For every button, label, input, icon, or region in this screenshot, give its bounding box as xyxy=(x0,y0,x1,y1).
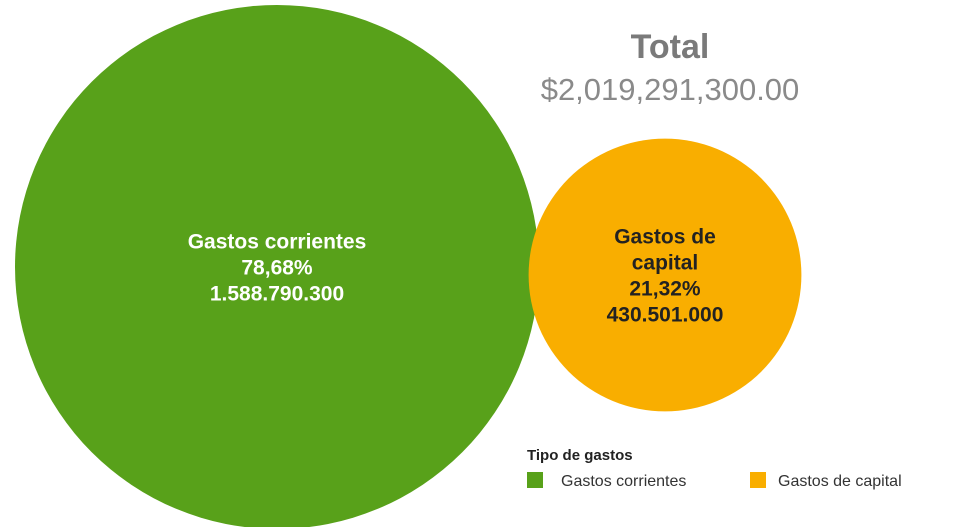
legend-swatch-gastos-de-capital xyxy=(750,472,766,488)
legend-swatch-gastos-corrientes xyxy=(527,472,543,488)
bubble-label-gastos-de-capital-line-1: Gastos de xyxy=(614,225,716,248)
bubble-label-gastos-de-capital-line-4: 430.501.000 xyxy=(607,303,724,326)
legend-title: Tipo de gastos xyxy=(527,447,633,464)
legend-item-gastos-de-capital[interactable]: Gastos de capital xyxy=(750,472,902,490)
total-block: Total $2,019,291,300.00 xyxy=(541,28,800,107)
total-label: Total xyxy=(631,28,710,66)
bubble-label-gastos-corrientes-line-3: 1.588.790.300 xyxy=(210,282,344,305)
bubble-label-gastos-corrientes-line-1: Gastos corrientes xyxy=(188,230,367,253)
bubbles-group: Gastos corrientes 78,68% 1.588.790.300 Gast… xyxy=(15,5,802,529)
bubble-gastos-de-capital[interactable] xyxy=(528,138,802,412)
legend-item-gastos-corrientes[interactable]: Gastos corrientes xyxy=(527,472,686,490)
legend: Tipo de gastos Gastos corrientes Gastos … xyxy=(527,447,902,490)
bubble-label-gastos-de-capital-line-2: capital xyxy=(632,251,699,274)
bubble-label-gastos-de-capital-line-3: 21,32% xyxy=(629,277,701,300)
legend-label-gastos-de-capital: Gastos de capital xyxy=(778,473,902,490)
legend-label-gastos-corrientes: Gastos corrientes xyxy=(561,473,686,490)
bubble-gastos-corrientes[interactable] xyxy=(15,5,539,529)
total-value: $2,019,291,300.00 xyxy=(541,72,800,107)
bubble-label-gastos-corrientes-line-2: 78,68% xyxy=(241,256,313,279)
